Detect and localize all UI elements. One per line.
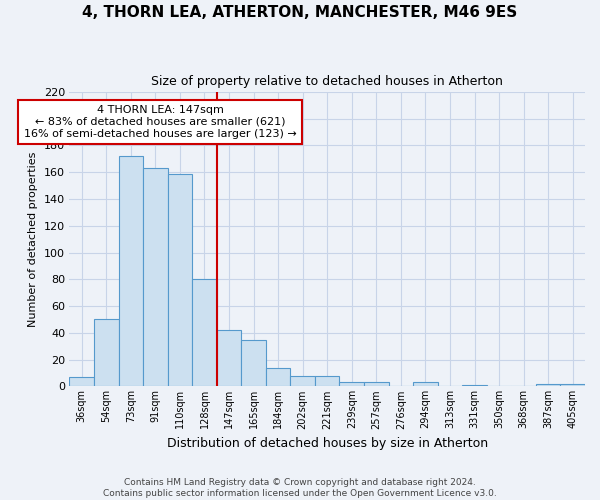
Bar: [70, 377, 94, 386]
Bar: [290, 376, 315, 386]
Bar: [217, 330, 241, 386]
Bar: [241, 340, 266, 386]
X-axis label: Distribution of detached houses by size in Atherton: Distribution of detached houses by size …: [167, 437, 488, 450]
Text: Contains HM Land Registry data © Crown copyright and database right 2024.
Contai: Contains HM Land Registry data © Crown c…: [103, 478, 497, 498]
Bar: [143, 168, 167, 386]
Bar: [536, 384, 560, 386]
Bar: [167, 174, 192, 386]
Bar: [266, 368, 290, 386]
Text: 4 THORN LEA: 147sqm
← 83% of detached houses are smaller (621)
16% of semi-detac: 4 THORN LEA: 147sqm ← 83% of detached ho…: [24, 106, 296, 138]
Bar: [192, 280, 217, 386]
Bar: [462, 385, 487, 386]
Y-axis label: Number of detached properties: Number of detached properties: [28, 152, 38, 327]
Bar: [413, 382, 437, 386]
Bar: [364, 382, 389, 386]
Bar: [94, 320, 119, 386]
Bar: [315, 376, 340, 386]
Title: Size of property relative to detached houses in Atherton: Size of property relative to detached ho…: [151, 75, 503, 88]
Bar: [560, 384, 585, 386]
Text: 4, THORN LEA, ATHERTON, MANCHESTER, M46 9ES: 4, THORN LEA, ATHERTON, MANCHESTER, M46 …: [82, 5, 518, 20]
Bar: [119, 156, 143, 386]
Bar: [340, 382, 364, 386]
